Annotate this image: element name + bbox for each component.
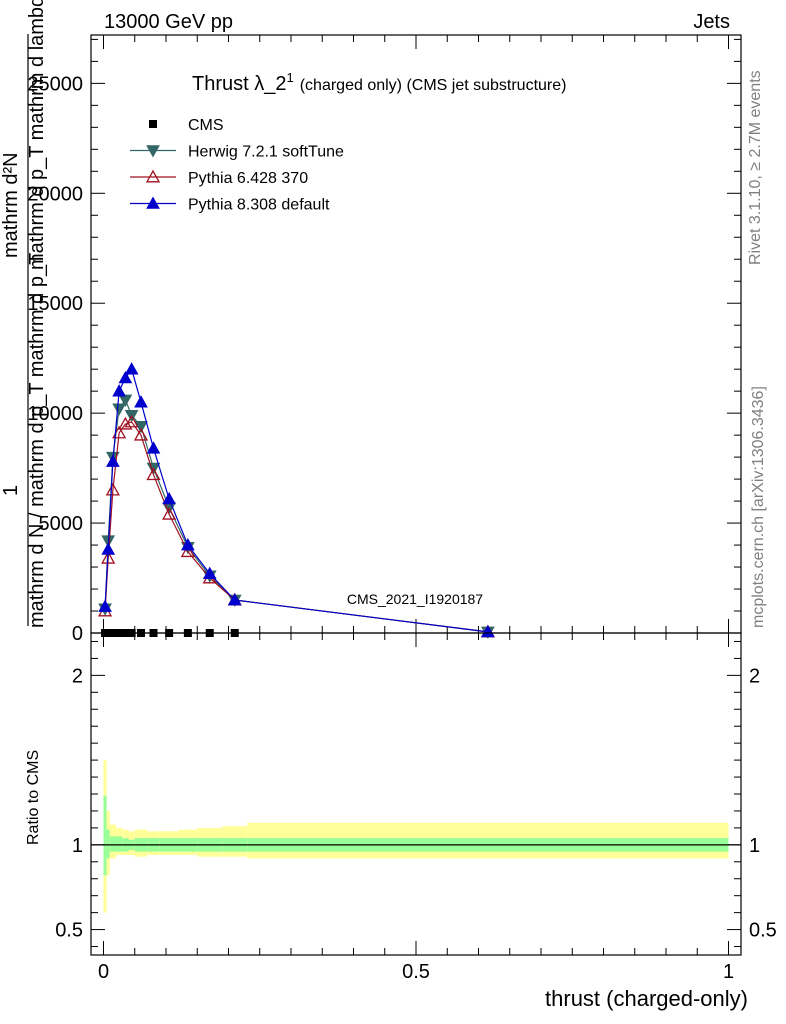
ratio-y-tick-label-right: 2 [749, 665, 760, 687]
x-tick-label: 1 [723, 961, 734, 983]
data-point [180, 544, 195, 558]
data-point [162, 491, 176, 505]
data-point [134, 395, 148, 408]
ratio-inner-band-bin [116, 836, 123, 852]
legend-entry: Herwig 7.2.1 softTune [130, 144, 344, 161]
data-point [162, 506, 177, 520]
data-point [106, 454, 120, 467]
data-point [146, 467, 161, 481]
ratio-y-tick-label: 0.5 [55, 920, 83, 942]
data-point [112, 425, 127, 439]
main-y-tick-label: 10000 [27, 403, 83, 425]
header-category-label: Jets [693, 11, 730, 33]
main-plot-frame [90, 34, 742, 634]
ratio-x-ticks: 0 0.5 1 [98, 633, 734, 983]
main-y-tick-label: 5000 [39, 513, 84, 535]
legend-entry: Pythia 8.308 default [130, 196, 330, 214]
ratio-y-ticks: 0.5 0.5 1 1 2 2 [55, 640, 777, 948]
data-point [118, 370, 133, 384]
main-y-tick-label: 15000 [27, 293, 83, 315]
data-point [98, 599, 112, 612]
series-3 [98, 362, 495, 638]
ylabel-line-3: 1 [0, 485, 22, 496]
ratio-inner-band-bin [103, 795, 107, 876]
data-point [124, 362, 139, 375]
ratio-y-tick-label: 2 [72, 665, 83, 687]
watermark-label: CMS_2021_I1920187 [347, 591, 483, 607]
x-tick-label: 0 [98, 961, 109, 983]
main-plot-panel: 0 5000 10000 15000 20000 25000 CMS_2021_I1920… [27, 34, 742, 645]
rivet-version-label: Rivet 3.1.10, ≥ 2.7M events [747, 70, 764, 265]
main-x-ticks [103, 35, 729, 633]
data-point [112, 403, 126, 416]
ylabel-line-4: mathrm d N / mathrm d p_T mathrm d p_T [26, 253, 48, 628]
x-tick-label: 0.5 [402, 961, 430, 983]
legend-entry: Pythia 6.428 370 [130, 169, 308, 187]
data-point [101, 550, 116, 564]
header-energy-label: 13000 GeV pp [104, 11, 233, 33]
ratio-y-axis-label: Ratio to CMS [25, 750, 42, 845]
ratio-y-tick-label-right: 0.5 [749, 920, 777, 942]
data-point [124, 414, 139, 428]
data-point [112, 384, 126, 397]
legend-marker [146, 196, 160, 209]
data-point [118, 416, 133, 430]
ratio-y-tick-label: 1 [72, 835, 83, 857]
ratio-inner-band-bin [109, 836, 116, 852]
plot-title: Thrust λ_21 (charged only) (CMS jet subst… [192, 70, 566, 95]
plot-title-main: Thrust λ_2 [192, 73, 286, 95]
plot-title-suffix: (charged only) (CMS jet substructure) [300, 77, 567, 94]
legend-marker [145, 169, 161, 183]
legend: CMS Herwig 7.2.1 softTune Pythia 6.428 370… [130, 117, 344, 214]
series-layer [97, 362, 495, 639]
main-y-axis-label: mathrm d²N mathrm d p_T mathrm d lambda … [0, 0, 48, 628]
main-y-ticks: 0 5000 10000 15000 20000 25000 [27, 38, 741, 645]
data-point [105, 482, 120, 496]
legend-label: Pythia 8.308 default [188, 197, 330, 214]
ylabel-line-2: mathrm d p_T mathrm d lambda [26, 0, 48, 270]
main-y-tick-label: 0 [72, 623, 83, 645]
main-y-tick-label: 20000 [27, 183, 83, 205]
ratio-plot-panel: 0.5 0.51 12 2 0 0.5 1 Ratio to CMS thrust (ch… [25, 632, 777, 1011]
legend-entry: CMS [149, 117, 224, 134]
plot-title-superscript: 1 [286, 70, 293, 85]
legend-label: CMS [188, 117, 224, 134]
data-point [101, 542, 116, 555]
ylabel-line-1: mathrm d²N [0, 152, 22, 258]
ratio-inner-band-bin [106, 829, 110, 859]
x-axis-label: thrust (charged-only) [545, 986, 748, 1011]
ratio-y-tick-label-right: 1 [749, 835, 760, 857]
data-point [481, 624, 495, 638]
mcplots-source-label: mcplots.cern.ch [arXiv:1306.3436] [750, 386, 767, 628]
legend-marker [149, 120, 157, 128]
main-y-tick-label: 25000 [27, 73, 83, 95]
data-point [202, 566, 217, 579]
legend-label: Pythia 6.428 370 [188, 170, 308, 187]
legend-label: Herwig 7.2.1 softTune [188, 144, 344, 161]
legend-marker [146, 145, 160, 158]
ratio-plot-frame [90, 632, 742, 956]
data-point [133, 427, 149, 441]
data-point [146, 441, 161, 454]
data-point [227, 592, 242, 606]
ratio-bands [103, 760, 729, 913]
data-point [118, 394, 133, 407]
data-point [181, 538, 195, 551]
